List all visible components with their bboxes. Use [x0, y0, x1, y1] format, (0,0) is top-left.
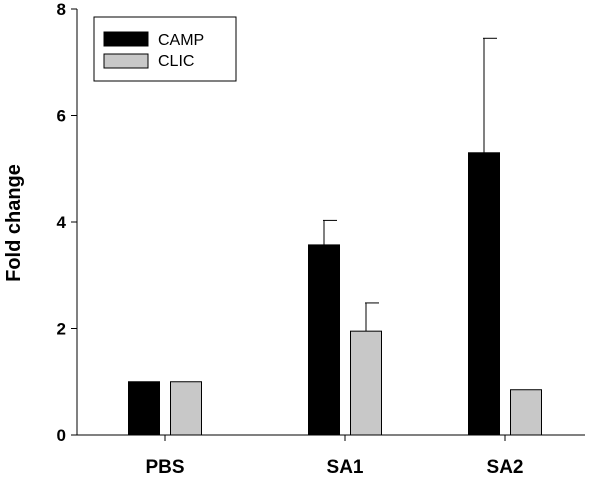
x-tick-label-pbs: PBS — [145, 457, 184, 478]
bar-camp-sa2 — [468, 152, 500, 436]
legend-swatch-clic — [103, 53, 149, 69]
bar-clic-pbs — [170, 381, 202, 436]
bar-clic-sa1 — [350, 330, 382, 436]
bar-camp-sa1 — [308, 244, 340, 436]
y-tick-label: 8 — [57, 0, 66, 19]
legend: CAMP CLIC — [93, 16, 237, 82]
bar-clic-sa2 — [510, 389, 542, 436]
y-tick-label: 4 — [57, 213, 67, 232]
y-tick-label: 0 — [57, 426, 66, 445]
y-tick-label: 2 — [57, 320, 66, 339]
legend-label-camp: CAMP — [158, 32, 204, 49]
x-tick-label-sa2: SA2 — [487, 457, 524, 478]
bar-camp-pbs — [128, 381, 160, 436]
axes: 0 2 4 6 8 PBS SA1 SA2 — [57, 0, 585, 478]
plot-area — [128, 37, 542, 436]
y-axis-title: Fold change — [3, 164, 25, 282]
x-tick-label-sa1: SA1 — [327, 457, 364, 478]
legend-box — [93, 16, 237, 82]
legend-label-clic: CLIC — [158, 53, 194, 70]
y-tick-label: 6 — [57, 107, 66, 126]
legend-swatch-camp — [103, 31, 149, 47]
